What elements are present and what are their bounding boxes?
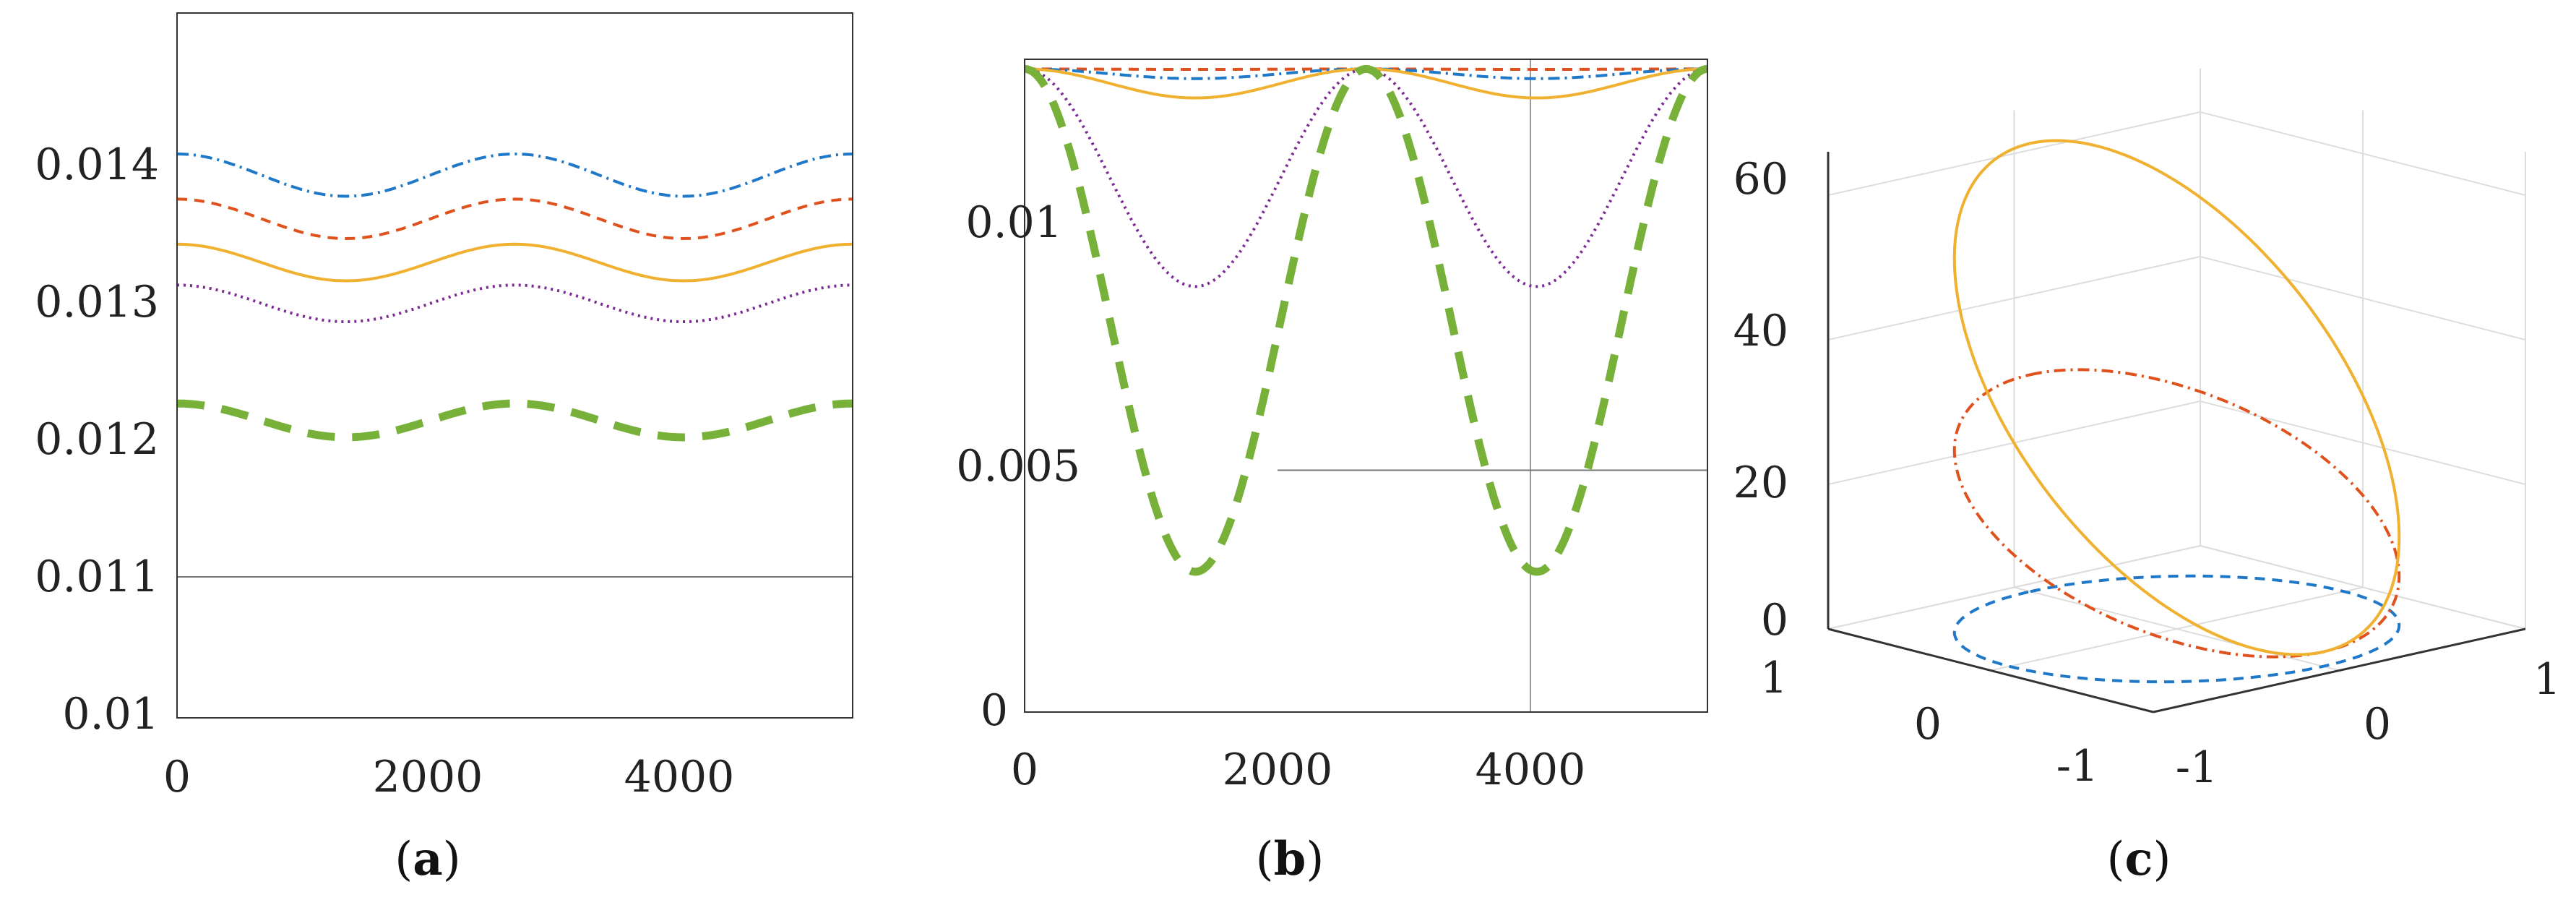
panel-c-y-axis <box>2153 627 2526 713</box>
panel-c-z-tick: 40 <box>1733 306 1788 356</box>
panel-c-y-tick: 1 <box>2533 654 2561 705</box>
panel-b-series-purple <box>1024 67 1708 288</box>
panel-c-label: (c) <box>2107 832 2171 886</box>
panel-c-x-axis <box>1827 627 2154 713</box>
panel-a-y-tick: 0.012 <box>35 414 159 465</box>
panel-a-x-tick: 2000 <box>373 752 483 802</box>
panel-a-series <box>176 152 853 442</box>
panel-b-label: (b) <box>1256 832 1324 886</box>
panel-c-z-tick: 60 <box>1733 154 1788 205</box>
panel-b-x-tick: 4000 <box>1476 745 1586 795</box>
panel-c-grid <box>1827 69 2526 713</box>
panel-b-series-yellow <box>1025 67 1707 100</box>
panel-a-x-tick: 0 <box>163 752 191 802</box>
panel-a-axes-box <box>176 12 853 719</box>
panel-c-gridline <box>2200 545 2526 630</box>
panel-a-y-tick: 0.013 <box>35 277 159 327</box>
panel-c-x-tick: 1 <box>1760 653 1788 703</box>
panel-c-z-tick: 20 <box>1733 458 1788 508</box>
panel-c-x-tick: -1 <box>2056 741 2098 792</box>
panel-a-label: (a) <box>395 832 460 886</box>
panel-c-series <box>1952 139 2401 684</box>
panel-b-y-tick: 0.01 <box>965 197 1062 248</box>
panel-a-x-tick: 4000 <box>624 752 735 802</box>
panel-a-series-purple <box>176 283 853 323</box>
panel-b-x-tick: 0 <box>1011 745 1038 795</box>
panel-c-axes <box>1827 152 2526 713</box>
panel-a-series-red <box>176 197 853 241</box>
panel-a-y-tick: 0.011 <box>35 552 159 602</box>
panel-c: 0 20 40 60 1 0 -1 -1 0 1 (c) <box>1733 69 2561 886</box>
panel-a-series-yellow <box>176 242 853 283</box>
panel-a-y-tick: 0.014 <box>35 140 159 190</box>
panel-c-y-tick: 0 <box>2364 699 2391 750</box>
panel-b-series <box>1024 64 1708 576</box>
panel-c-x-tick: 0 <box>1914 699 1942 750</box>
panel-c-gridline <box>1827 545 2201 630</box>
panel-a-y-tick: 0.01 <box>62 689 159 740</box>
panel-b-series-green <box>1024 64 1708 576</box>
panel-b-axes-box <box>1024 59 1708 713</box>
panel-c-ellipse-blue <box>1952 574 2401 684</box>
panel-b: 0 0.005 0.01 0 2000 4000 (b) <box>956 59 1708 886</box>
panel-c-z-tick: 0 <box>1761 595 1788 646</box>
panel-b-y-tick: 0 <box>981 685 1008 736</box>
panel-a-series-blue <box>176 152 853 198</box>
panel-b-y-tick: 0.005 <box>956 441 1080 492</box>
panel-c-gridline <box>2014 586 2340 672</box>
panel-c-ellipse-yellow <box>1952 139 2401 656</box>
panel-a-series-green <box>177 399 853 442</box>
panel-c-y-tick: -1 <box>2176 742 2218 793</box>
panel-b-x-tick: 2000 <box>1223 745 1333 795</box>
panel-a: 0.01 0.011 0.012 0.013 0.014 0 2000 4000… <box>35 12 853 886</box>
